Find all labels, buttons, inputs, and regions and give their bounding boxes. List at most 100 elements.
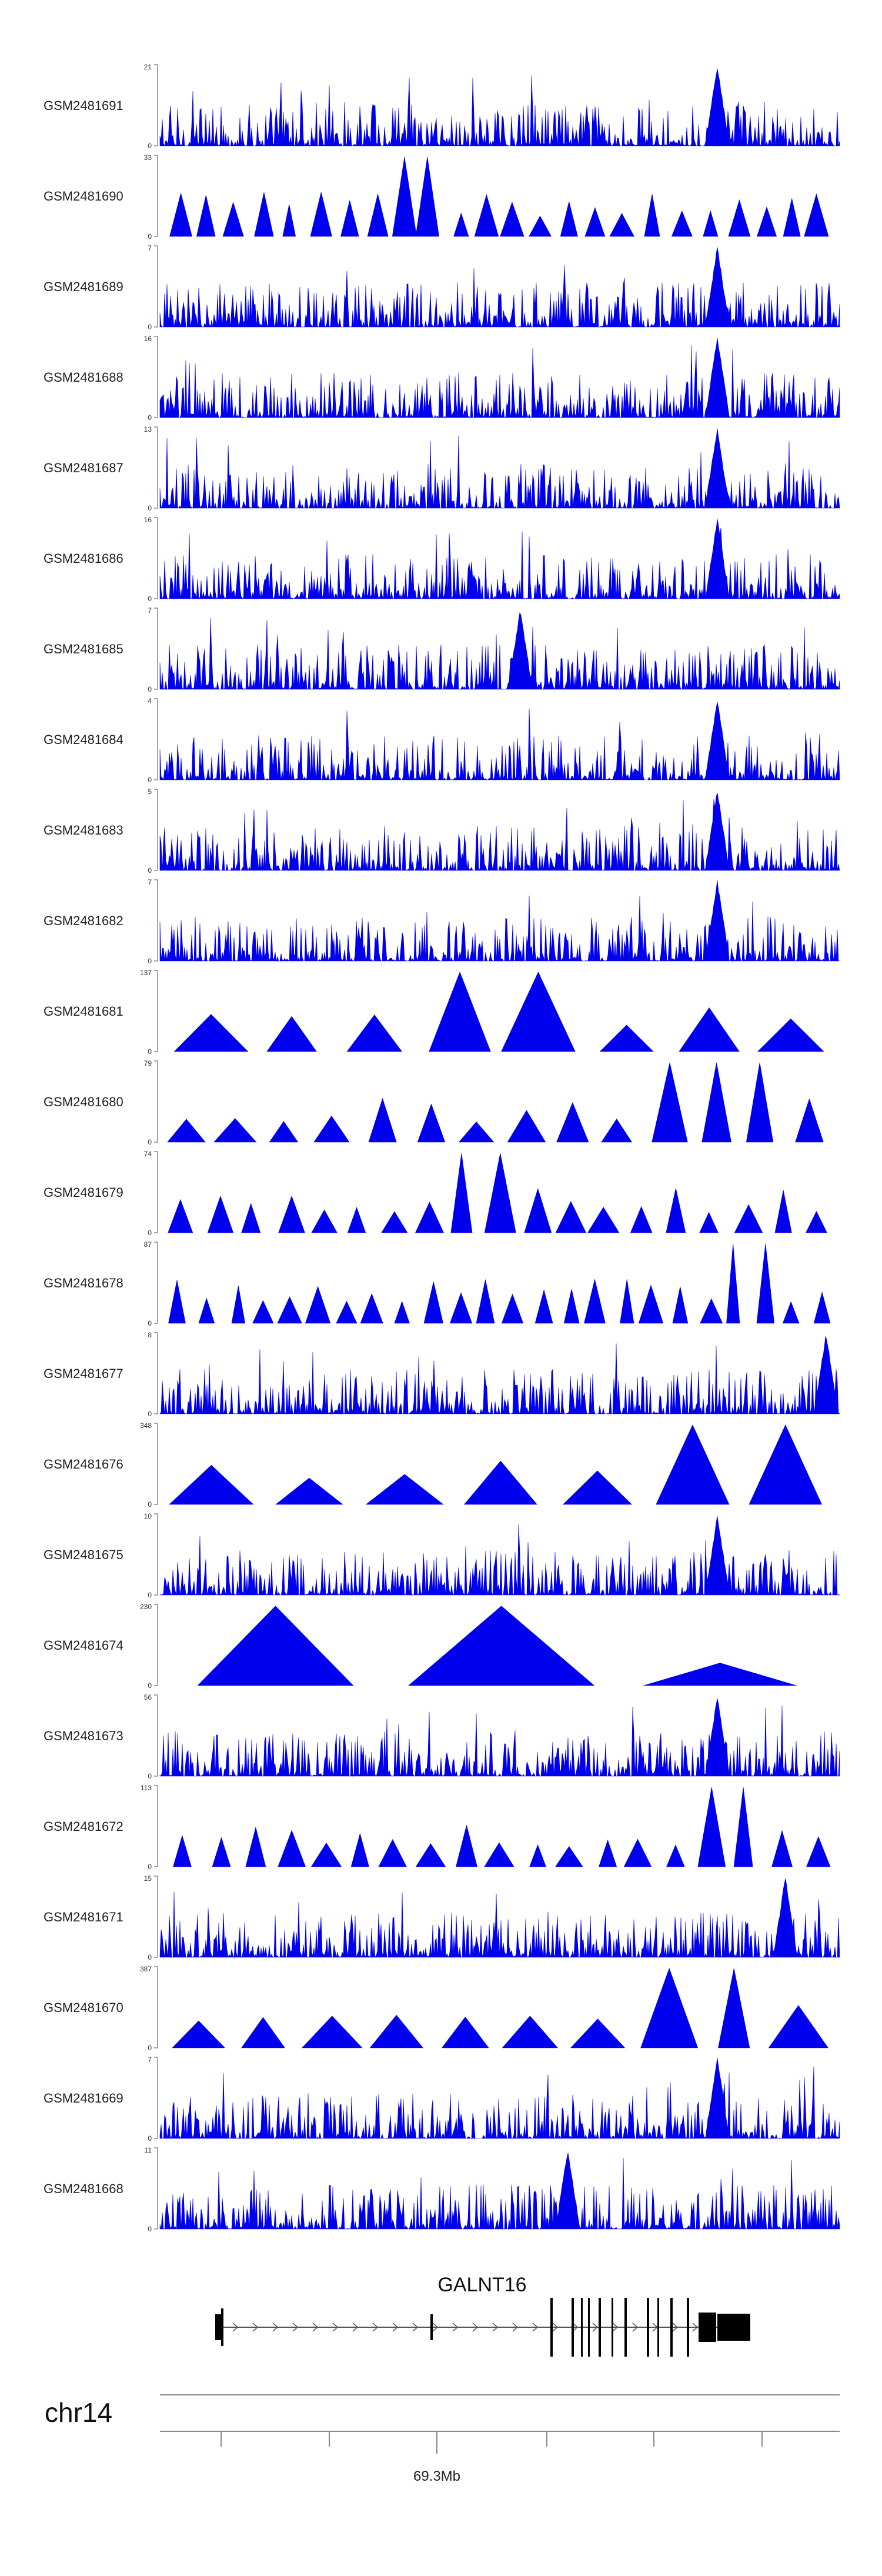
track-signal <box>159 1516 840 1596</box>
track-ymin-label: 0 <box>148 1500 152 1509</box>
track-signal <box>159 338 840 419</box>
track-label: GSM2481671 <box>44 1910 123 1924</box>
track-label: GSM2481690 <box>44 189 123 203</box>
track-signal <box>197 1606 797 1686</box>
track-ymin-label: 0 <box>148 504 152 512</box>
gene-exon <box>588 2298 590 2357</box>
strand-arrow <box>532 2323 539 2332</box>
track-GSM2481668: GSM2481668 11 0 <box>44 2146 840 2233</box>
strand-arrow <box>272 2323 279 2332</box>
gene-exon <box>699 2313 716 2342</box>
strand-arrow <box>632 2323 639 2332</box>
strand-arrow <box>292 2323 299 2332</box>
track-label: GSM2481681 <box>44 1004 123 1019</box>
track-ymax-label: 87 <box>144 1240 152 1249</box>
track-GSM2481673: GSM2481673 56 0 <box>44 1693 840 1780</box>
track-GSM2481679: GSM2481679 74 0 <box>44 1150 827 1237</box>
track-signal <box>159 2057 840 2140</box>
track-GSM2481685: GSM2481685 7 0 <box>44 606 840 693</box>
track-ymax-label: 5 <box>148 788 152 796</box>
strand-arrow <box>332 2323 339 2332</box>
gene-exon <box>581 2298 583 2357</box>
track-signal <box>159 1699 840 1777</box>
track-GSM2481688: GSM2481688 16 0 <box>44 335 840 422</box>
track-GSM2481680: GSM2481680 79 0 <box>44 1059 824 1146</box>
gene-track: GALNT16 <box>215 2274 750 2357</box>
track-label: GSM2481686 <box>44 551 123 566</box>
track-signal <box>173 971 824 1052</box>
track-ymax-label: 7 <box>148 606 152 615</box>
track-ymax-label: 113 <box>141 1784 152 1792</box>
track-label: GSM2481674 <box>44 1638 123 1653</box>
track-signal <box>159 68 840 147</box>
track-ymin-label: 0 <box>148 685 152 693</box>
track-GSM2481689: GSM2481689 7 0 <box>44 244 840 331</box>
track-ymax-label: 7 <box>148 244 152 252</box>
gene-name-label: GALNT16 <box>437 2274 526 2296</box>
gene-exon <box>647 2298 649 2357</box>
gene-exon <box>221 2308 223 2346</box>
strand-arrow <box>412 2323 419 2332</box>
track-signal <box>173 1787 831 1867</box>
track-ymin-label: 0 <box>148 866 152 875</box>
track-ymax-label: 79 <box>144 1059 152 1067</box>
track-GSM2481687: GSM2481687 13 0 <box>44 425 840 512</box>
track-ymax-label: 8 <box>148 1331 152 1339</box>
track-ymax-label: 15 <box>144 1874 152 1883</box>
track-label: GSM2481669 <box>44 2091 123 2105</box>
gene-strand-arrows <box>232 2323 699 2332</box>
strand-arrow <box>392 2323 399 2332</box>
track-GSM2481678: GSM2481678 87 0 <box>44 1240 831 1327</box>
track-signal <box>169 1424 822 1505</box>
track-ymax-label: 7 <box>148 878 152 886</box>
track-label: GSM2481668 <box>44 2181 123 2196</box>
track-signal <box>159 519 840 599</box>
track-label: GSM2481679 <box>44 1185 123 1200</box>
chromosome-label: chr14 <box>45 2397 112 2428</box>
track-label: GSM2481683 <box>44 823 123 837</box>
track-signal <box>172 1967 828 2048</box>
track-label: GSM2481688 <box>44 370 123 385</box>
track-label: GSM2481675 <box>44 1547 123 1562</box>
track-ymin-label: 0 <box>148 1138 152 1146</box>
strand-arrow <box>572 2323 579 2332</box>
gene-exon <box>624 2298 627 2357</box>
track-signal <box>159 792 840 872</box>
track-ymax-label: 10 <box>144 1512 152 1520</box>
gene-exon <box>717 2314 750 2341</box>
track-GSM2481681: GSM2481681 137 0 <box>44 969 824 1056</box>
track-ymin-label: 0 <box>148 2044 152 2052</box>
track-ymax-label: 387 <box>140 1965 152 1973</box>
track-ymin-label: 0 <box>148 1319 152 1327</box>
track-label: GSM2481685 <box>44 642 123 656</box>
track-GSM2481682: GSM2481682 7 0 <box>44 878 840 965</box>
track-label: GSM2481673 <box>44 1729 123 1743</box>
track-ymin-label: 0 <box>148 232 152 241</box>
track-label: GSM2481684 <box>44 732 123 747</box>
strand-arrow <box>512 2323 519 2332</box>
track-ymin-label: 0 <box>148 957 152 965</box>
track-ymin-label: 0 <box>148 1953 152 1961</box>
track-ymin-label: 0 <box>148 1047 152 1056</box>
track-label: GSM2481670 <box>44 2000 123 2015</box>
track-ymax-label: 137 <box>140 969 152 977</box>
track-GSM2481671: GSM2481671 15 0 <box>44 1874 840 1961</box>
track-ymin-label: 0 <box>148 1591 152 1599</box>
track-ymin-label: 0 <box>148 323 152 331</box>
track-label: GSM2481680 <box>44 1095 123 1109</box>
track-ymin-label: 0 <box>148 1410 152 1418</box>
track-signal <box>169 156 829 237</box>
track-GSM2481684: GSM2481684 4 0 <box>44 697 840 784</box>
track-signal <box>159 612 840 690</box>
track-label: GSM2481676 <box>44 1457 123 1471</box>
track-ymin-label: 0 <box>148 1681 152 1690</box>
track-ymin-label: 0 <box>148 2134 152 2143</box>
track-label: GSM2481691 <box>44 98 123 113</box>
strand-arrow <box>452 2323 459 2332</box>
gene-exons <box>215 2298 750 2357</box>
track-signal <box>159 247 840 328</box>
gene-exon <box>612 2298 613 2357</box>
track-ymax-label: 348 <box>140 1422 152 1430</box>
track-label: GSM2481678 <box>44 1276 123 1290</box>
